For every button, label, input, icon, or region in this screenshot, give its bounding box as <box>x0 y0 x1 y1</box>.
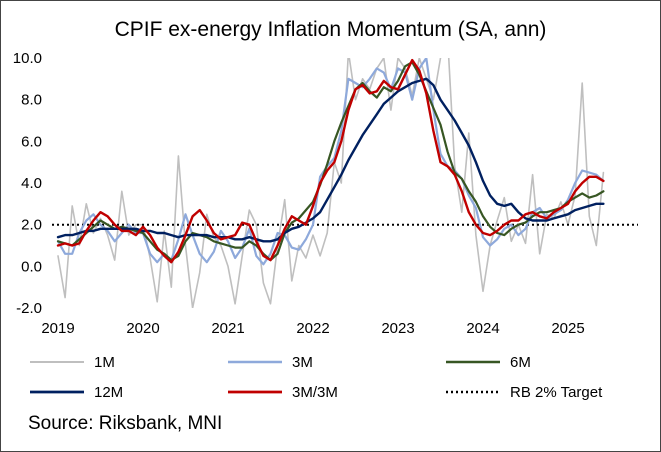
y-axis: -2.0 0.0 2.0 4.0 6.0 8.0 10.0 <box>13 50 42 317</box>
series-line-3m <box>56 58 605 266</box>
x-tick-label: 2023 <box>381 320 414 337</box>
x-tick-label: 2019 <box>41 320 74 337</box>
legend-label-3m-3m: 3M/3M <box>292 384 338 401</box>
series-line-1m <box>57 58 605 308</box>
x-tick-label: 2022 <box>296 320 329 337</box>
y-tick-label: -2.0 <box>16 300 42 317</box>
y-tick-label: 2.0 <box>21 217 42 234</box>
chart-title: CPIF ex-energy Inflation Momentum (SA, a… <box>114 18 547 41</box>
y-tick-label: 8.0 <box>21 92 42 109</box>
y-tick-label: 0.0 <box>21 258 42 275</box>
x-tick-label: 2021 <box>211 320 244 337</box>
legend-label-rb-2-target: RB 2% Target <box>510 384 603 401</box>
x-tick-label: 2020 <box>126 320 159 337</box>
y-tick-label: 4.0 <box>21 175 42 192</box>
series-line-12m <box>56 77 605 243</box>
legend-label-12m: 12M <box>94 384 123 401</box>
x-axis: 2019 2020 2021 2022 2023 2024 2025 <box>41 320 584 337</box>
y-tick-label: 10.0 <box>13 50 42 67</box>
legend-label-1m: 1M <box>94 354 115 371</box>
y-tick-label: 6.0 <box>21 133 42 150</box>
legend-label-6m: 6M <box>510 354 531 371</box>
x-tick-label: 2024 <box>466 320 499 337</box>
legend-label-3m: 3M <box>292 354 313 371</box>
series-layer <box>52 58 638 308</box>
series-line-6m <box>56 61 605 262</box>
legend: 1M 3M 6M 12M 3M/3M RB 2% Target <box>30 354 603 401</box>
source-note: Source: Riksbank, MNI <box>28 413 223 434</box>
series-line-3m-3m <box>56 58 605 264</box>
x-tick-label: 2025 <box>551 320 584 337</box>
